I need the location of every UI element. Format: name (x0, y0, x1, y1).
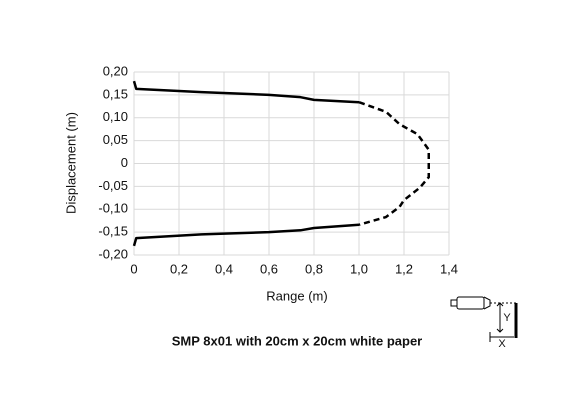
y-tick-label: -0,10 (98, 201, 128, 216)
y-axis-label: Displacement (m) (63, 112, 78, 214)
diagram-label: Y (503, 312, 511, 324)
y-tick-label: 0,20 (103, 63, 128, 78)
sensor-diagram (450, 296, 518, 342)
y-tick-label: 0,15 (103, 86, 128, 101)
y-tick-label: -0,20 (98, 246, 128, 261)
y-tick-label: -0,15 (98, 224, 128, 239)
x-tick-label: 0,8 (305, 261, 323, 276)
diagram-label: X (498, 338, 506, 350)
x-tick-label: 0,2 (170, 261, 188, 276)
x-tick-label: 1,0 (350, 261, 368, 276)
x-tick-label: 0,4 (215, 261, 233, 276)
y-tick-label: 0,05 (103, 132, 128, 147)
data-line (132, 80, 360, 247)
x-axis-label: Range (m) (266, 288, 327, 303)
x-tick-label: 0 (130, 261, 137, 276)
x-tick-label: 1,2 (395, 261, 413, 276)
y-tick-label: 0,10 (103, 109, 128, 124)
data-line (358, 101, 430, 227)
y-tick-label: -0,05 (98, 178, 128, 193)
x-tick-label: 0,6 (260, 261, 278, 276)
x-tick-label: 1,4 (440, 261, 458, 276)
y-tick-label: 0 (121, 155, 128, 170)
chart-title: SMP 8x01 with 20cm x 20cm white paper (172, 333, 423, 348)
